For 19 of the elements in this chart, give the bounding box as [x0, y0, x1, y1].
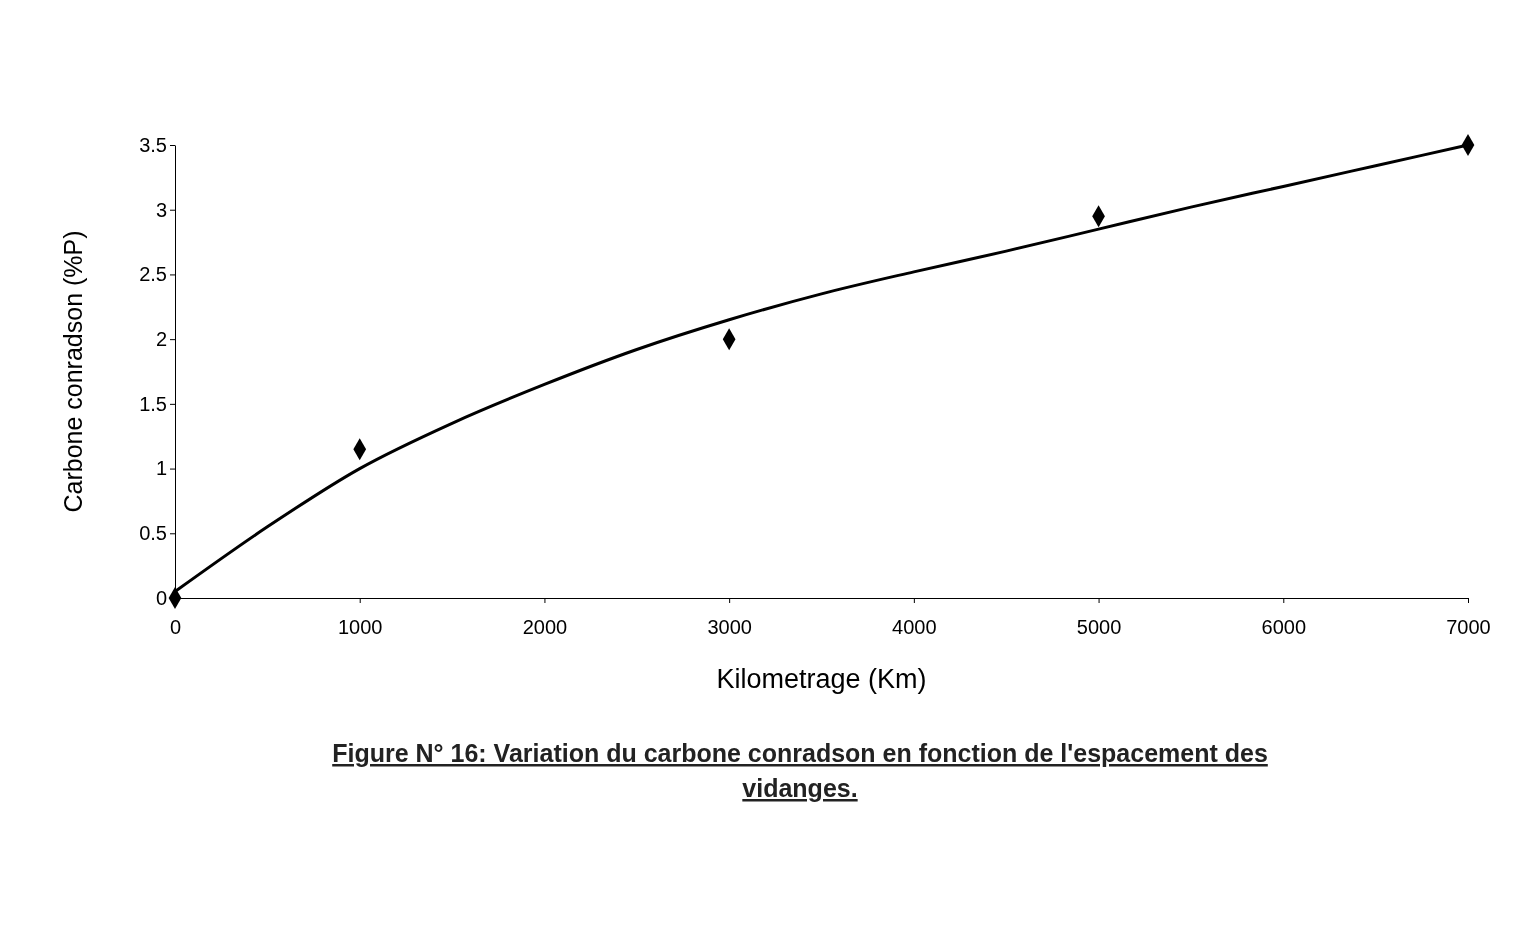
- x-tick-label: 5000: [1076, 616, 1122, 638]
- x-tick-label: 4000: [892, 616, 937, 638]
- y-tick-label: 0: [155, 586, 167, 609]
- x-tick-label: 0: [169, 616, 182, 638]
- y-axis-title: Carbone conradson (%P): [59, 230, 87, 513]
- y-tick-label: 2.5: [139, 263, 167, 286]
- y-tick-label: 1.5: [139, 392, 167, 415]
- y-tick-label: 3.5: [139, 133, 167, 156]
- y-tick-label: 1: [155, 457, 167, 480]
- y-tick-label: 2: [155, 328, 167, 351]
- y-tick-label: 0.5: [139, 522, 167, 545]
- x-axis-title: Kilometrage (Km): [716, 664, 927, 694]
- x-tick-label: 7000: [1446, 616, 1491, 638]
- x-tick-label: 2000: [522, 616, 568, 638]
- x-tick-label: 3000: [707, 616, 752, 638]
- x-tick-label: 6000: [1261, 616, 1307, 638]
- x-tick-label: 1000: [337, 616, 383, 638]
- y-tick-label: 3: [155, 198, 167, 221]
- text: Figure N° 16: Variation du carbone conradson en fonction de l'espacement des vidanges.: [332, 739, 1268, 802]
